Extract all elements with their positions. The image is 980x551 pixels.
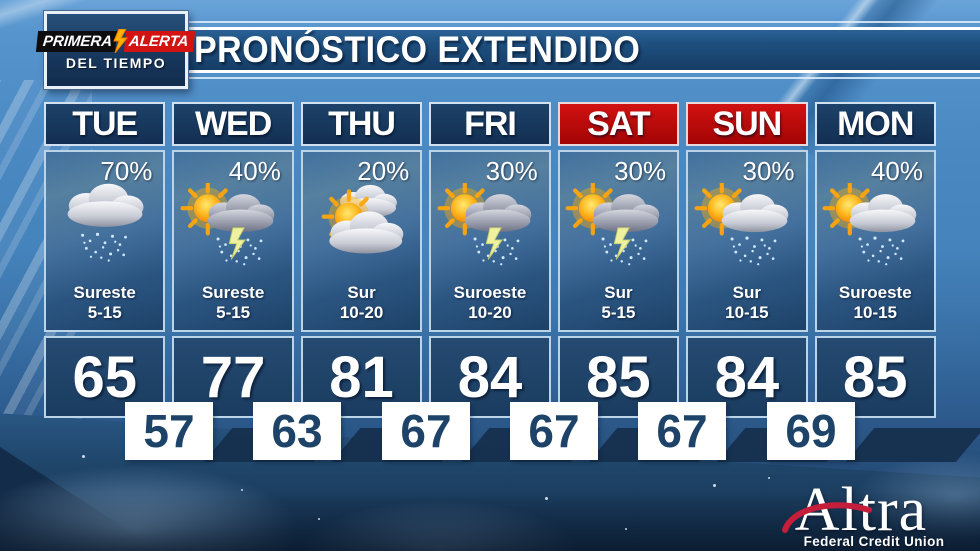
star-dot bbox=[545, 497, 548, 500]
wind-speed: 10-15 bbox=[725, 302, 769, 322]
star-dot bbox=[768, 477, 770, 479]
altra-swoosh-icon bbox=[781, 502, 872, 533]
day-column-wed: WED 40% Sureste 5-15 77 bbox=[172, 102, 294, 418]
wind-direction: Suroeste bbox=[453, 282, 527, 302]
logo-primera-text: PRIMERA bbox=[36, 30, 118, 52]
high-temp: 65 bbox=[44, 336, 166, 418]
wind-direction: Sur bbox=[732, 282, 762, 302]
day-label: FRI bbox=[429, 102, 551, 146]
day-label: TUE bbox=[44, 102, 166, 146]
wind-speed: 10-20 bbox=[468, 302, 512, 322]
day-column-thu: THU 20% Sur 10-20 81 bbox=[300, 102, 423, 418]
day-body: 30% Sur 5-15 bbox=[557, 150, 680, 332]
precip-chance: 40% bbox=[870, 156, 923, 186]
logo-alerta-text: ALERTA bbox=[124, 30, 196, 52]
precip-chance: 30% bbox=[742, 156, 795, 186]
star-dot bbox=[713, 484, 716, 487]
sponsor-name: Altra bbox=[781, 479, 927, 541]
precip-chance: 40% bbox=[228, 156, 281, 186]
wind-forecast: Sur 10-15 bbox=[688, 283, 805, 330]
title-bar: PRONÓSTICO EXTENDIDO bbox=[178, 21, 980, 79]
wind-speed: 10-20 bbox=[339, 302, 384, 322]
rain-cloud-icon bbox=[49, 183, 161, 267]
wind-speed: 5-15 bbox=[87, 302, 122, 322]
precip-chance: 70% bbox=[100, 156, 153, 186]
page-title: PRONÓSTICO EXTENDIDO bbox=[194, 28, 641, 71]
day-label: SAT bbox=[557, 102, 680, 146]
wind-direction: Suroeste bbox=[838, 282, 912, 302]
day-body: 30% Suroeste 10-20 bbox=[429, 150, 551, 332]
station-logo: PRIMERA ALERTA DEL TIEMPO bbox=[36, 11, 196, 89]
day-column-mon: MON 40% Suroeste 10-15 85 bbox=[814, 102, 936, 418]
wind-direction: Sureste bbox=[73, 282, 136, 302]
panel-shadow-wedge bbox=[845, 428, 980, 462]
high-temp: 85 bbox=[814, 336, 936, 418]
star-dot bbox=[82, 455, 85, 458]
wind-forecast: Sureste 5-15 bbox=[174, 283, 291, 330]
sun-rain-icon bbox=[819, 183, 931, 267]
day-column-sat: SAT 30% Sur 5-15 85 bbox=[557, 102, 680, 418]
wind-speed: 5-15 bbox=[216, 302, 251, 322]
partly-cloudy-icon bbox=[306, 183, 418, 267]
low-temp: 69 bbox=[767, 402, 855, 460]
forecast-grid: TUE 70% Sureste 5-15 65 WED 40% Sureste … bbox=[44, 102, 936, 418]
wind-forecast: Suroeste 10-20 bbox=[431, 283, 548, 330]
sun-storm-icon bbox=[434, 183, 546, 267]
low-temp: 67 bbox=[510, 402, 598, 460]
sponsor-logo: Altra Federal Credit Union bbox=[756, 479, 966, 549]
day-column-fri: FRI 30% Suroeste 10-20 84 bbox=[429, 102, 551, 418]
lightning-bolt-icon bbox=[113, 29, 129, 53]
wind-forecast: Sur 5-15 bbox=[560, 283, 677, 330]
day-label: WED bbox=[172, 102, 294, 146]
wind-direction: Sur bbox=[604, 282, 633, 302]
wind-forecast: Suroeste 10-15 bbox=[817, 283, 934, 330]
precip-chance: 20% bbox=[357, 156, 410, 186]
wind-speed: 10-15 bbox=[853, 302, 898, 322]
sun-storm-icon bbox=[177, 183, 289, 267]
day-body: 30% Sur 10-15 bbox=[686, 150, 808, 332]
sun-storm-icon bbox=[562, 183, 674, 267]
day-body: 40% Suroeste 10-15 bbox=[814, 150, 936, 332]
day-body: 70% Sureste 5-15 bbox=[44, 150, 166, 332]
wind-direction: Sureste bbox=[201, 282, 265, 302]
wind-direction: Sur bbox=[347, 282, 376, 302]
low-temp: 67 bbox=[638, 402, 726, 460]
day-label: SUN bbox=[686, 102, 808, 146]
logo-deltiempo-text: DEL TIEMPO bbox=[65, 55, 167, 71]
wind-forecast: Sureste 5-15 bbox=[46, 283, 163, 330]
day-label: MON bbox=[814, 102, 936, 146]
star-dot bbox=[318, 518, 320, 520]
star-dot bbox=[625, 528, 627, 530]
sponsor-subtitle: Federal Credit Union bbox=[803, 534, 945, 549]
precip-chance: 30% bbox=[614, 156, 667, 186]
sun-rain-icon bbox=[691, 183, 803, 267]
day-body: 40% Sureste 5-15 bbox=[172, 150, 294, 332]
low-temp: 63 bbox=[253, 402, 341, 460]
low-temp: 67 bbox=[382, 402, 470, 460]
day-column-sun: SUN 30% Sur 10-15 84 bbox=[686, 102, 808, 418]
low-temp: 57 bbox=[125, 402, 213, 460]
day-body: 20% Sur 10-20 bbox=[300, 150, 423, 332]
star-dot bbox=[241, 489, 243, 491]
wind-speed: 5-15 bbox=[601, 302, 636, 322]
precip-chance: 30% bbox=[485, 156, 538, 186]
wind-forecast: Sur 10-20 bbox=[303, 283, 420, 330]
background-bottom-fade bbox=[0, 492, 980, 551]
day-column-tue: TUE 70% Sureste 5-15 65 bbox=[44, 102, 166, 418]
day-label: THU bbox=[300, 102, 423, 146]
